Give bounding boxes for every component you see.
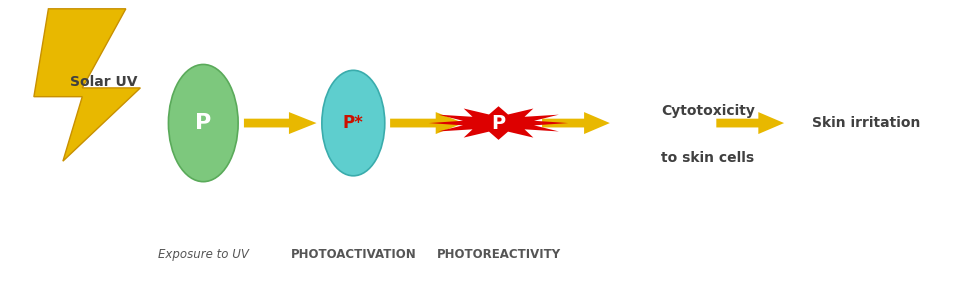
Ellipse shape (321, 70, 384, 176)
FancyArrow shape (244, 112, 317, 134)
Text: Cytotoxicity: Cytotoxicity (661, 104, 755, 118)
Text: Solar UV: Solar UV (70, 75, 137, 89)
Text: Exposure to UV: Exposure to UV (158, 248, 249, 261)
FancyArrow shape (390, 112, 464, 134)
Polygon shape (429, 106, 568, 140)
FancyArrow shape (542, 112, 610, 134)
Ellipse shape (168, 64, 238, 182)
Polygon shape (34, 9, 140, 161)
Text: PHOTOREACTIVITY: PHOTOREACTIVITY (437, 248, 560, 261)
Text: PHOTOACTIVATION: PHOTOACTIVATION (290, 248, 416, 261)
Text: P*: P* (343, 114, 364, 132)
Text: P: P (196, 113, 211, 133)
Text: to skin cells: to skin cells (661, 151, 754, 165)
Text: P: P (492, 114, 505, 132)
Text: Skin irritation: Skin irritation (812, 116, 921, 130)
FancyArrow shape (716, 112, 784, 134)
